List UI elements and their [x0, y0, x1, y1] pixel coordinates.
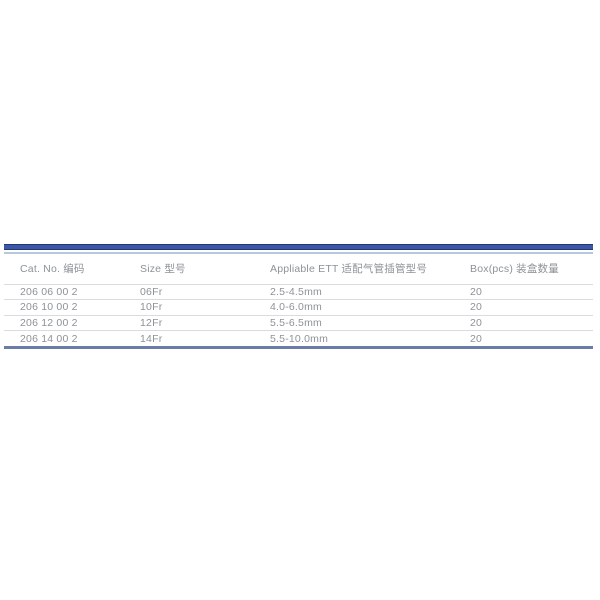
table-row: 206 14 00 2 14Fr 5.5-10.0mm 20 — [4, 331, 593, 347]
col-header-size: Size 型号 — [140, 254, 270, 285]
col-header-appliable-ett: Appliable ETT 适配气管插管型号 — [270, 254, 470, 285]
cell-size: 12Fr — [140, 315, 270, 331]
cell-size: 10Fr — [140, 299, 270, 316]
header-row: Cat. No. 编码 Size 型号 Appliable ETT 适配气管插管… — [4, 254, 593, 285]
table-row: 206 10 00 2 10Fr 4.0-6.0mm 20 — [4, 299, 593, 316]
table-row: 206 06 00 2 06Fr 2.5-4.5mm 20 — [4, 284, 593, 300]
cell-box-pcs: 20 — [470, 332, 483, 345]
cell-appliable-ett: 5.5-6.5mm — [270, 315, 470, 331]
cell-box-pcs: 20 — [470, 299, 593, 316]
cell-size: 14Fr — [140, 332, 163, 345]
table-bottom-border — [4, 346, 593, 349]
cell-box-pcs: 20 — [470, 315, 593, 331]
cell-appliable-ett: 5.5-10.0mm — [270, 332, 329, 345]
cell-box-pcs: 20 — [470, 284, 593, 300]
cell-appliable-ett: 2.5-4.5mm — [270, 284, 470, 300]
cell-cat-no: 206 14 00 2 — [20, 332, 78, 345]
cell-cat-no: 206 06 00 2 — [4, 284, 140, 300]
cell-cat-no: 206 12 00 2 — [4, 315, 140, 331]
cell-size: 06Fr — [140, 284, 270, 300]
col-header-cat-no: Cat. No. 编码 — [4, 254, 140, 285]
col-header-box-pcs: Box(pcs) 装盒数量 — [470, 254, 593, 285]
spec-table: Cat. No. 编码 Size 型号 Appliable ETT 适配气管插管… — [4, 254, 593, 346]
table-top-accent-bar — [4, 244, 593, 250]
product-spec-table: Cat. No. 编码 Size 型号 Appliable ETT 适配气管插管… — [4, 244, 593, 349]
table-top-accent-underline — [4, 252, 593, 254]
cell-cat-no: 206 10 00 2 — [4, 299, 140, 316]
table-row: 206 12 00 2 12Fr 5.5-6.5mm 20 — [4, 315, 593, 331]
cell-appliable-ett: 4.0-6.0mm — [270, 299, 470, 316]
